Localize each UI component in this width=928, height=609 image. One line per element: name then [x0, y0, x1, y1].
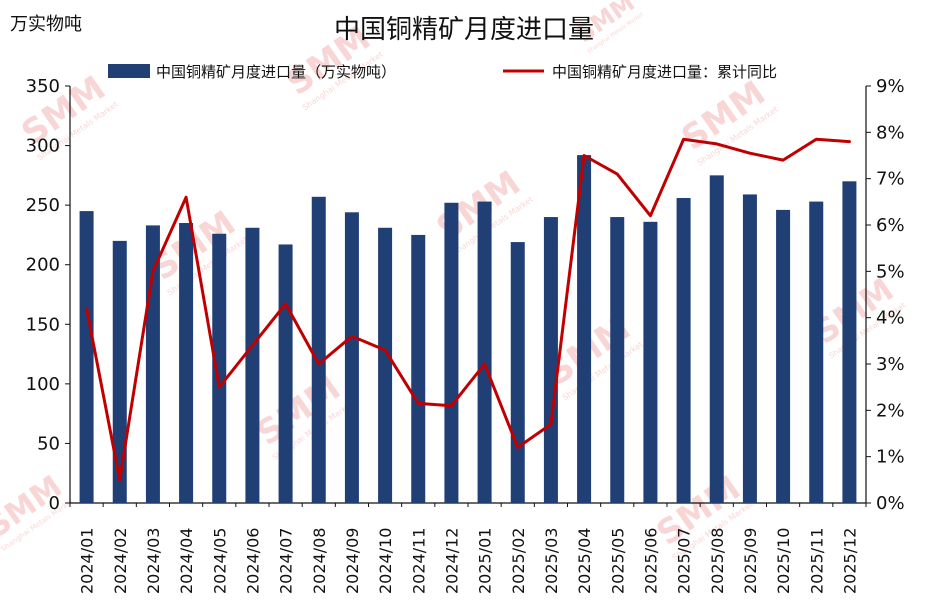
x-tick-label-8: 2024/09	[343, 528, 362, 594]
bar-21	[776, 210, 790, 503]
bar-10	[411, 235, 425, 503]
y-right-tick-label-3: 3%	[876, 354, 905, 375]
bar-18	[677, 198, 691, 503]
bar-14	[544, 217, 558, 503]
x-tick-label-9: 2024/10	[376, 528, 395, 594]
x-tick-label-18: 2025/07	[675, 528, 694, 594]
bar-17	[643, 222, 657, 503]
y-right-tick-label-1: 1%	[876, 447, 905, 468]
x-tick-label-1: 2024/02	[111, 528, 130, 594]
bar-7	[312, 197, 326, 503]
x-tick-label-21: 2025/10	[774, 528, 793, 594]
y-right-tick-label-8: 8%	[876, 122, 905, 143]
bar-9	[378, 228, 392, 503]
bar-12	[478, 202, 492, 503]
x-tick-label-14: 2025/03	[542, 528, 561, 594]
y-right-tick-label-5: 5%	[876, 261, 905, 282]
x-tick-label-0: 2024/01	[78, 528, 97, 594]
y-left-unit-label: 万实物吨	[10, 14, 82, 35]
bar-16	[610, 217, 624, 503]
x-tick-label-13: 2025/02	[509, 528, 528, 594]
bar-11	[444, 203, 458, 503]
bar-2	[146, 225, 160, 503]
legend-line-label: 中国铜精矿月度进口量：累计同比	[552, 63, 777, 81]
y-left-tick-label-4: 200	[26, 255, 60, 276]
y-left-tick-label-0: 0	[49, 493, 60, 514]
x-tick-label-7: 2024/08	[310, 528, 329, 594]
x-tick-label-5: 2024/06	[243, 528, 262, 594]
bar-1	[113, 241, 127, 503]
x-tick-label-17: 2025/06	[641, 528, 660, 594]
bar-23	[842, 181, 856, 503]
x-tick-label-22: 2025/11	[807, 528, 826, 594]
y-right-tick-label-4: 4%	[876, 308, 905, 329]
x-tick-label-20: 2025/09	[741, 528, 760, 594]
x-tick-label-15: 2025/04	[575, 528, 594, 594]
y-left-tick-label-5: 250	[26, 195, 60, 216]
bar-6	[279, 244, 293, 503]
x-tick-label-19: 2025/08	[708, 528, 727, 594]
x-tick-label-23: 2025/12	[840, 528, 859, 594]
x-tick-label-12: 2025/01	[476, 528, 495, 594]
x-tick-label-6: 2024/07	[277, 528, 296, 594]
legend-bar-label: 中国铜精矿月度进口量（万实物吨）	[156, 63, 396, 81]
x-tick-label-3: 2024/04	[177, 528, 196, 594]
x-tick-label-4: 2024/05	[210, 528, 229, 594]
y-right-tick-label-7: 7%	[876, 169, 905, 190]
bar-4	[212, 234, 226, 503]
x-tick-label-11: 2024/12	[442, 528, 461, 594]
bar-5	[245, 228, 259, 503]
bar-3	[179, 223, 193, 503]
bar-8	[345, 212, 359, 503]
bar-19	[710, 175, 724, 503]
y-right-tick-label-2: 2%	[876, 400, 905, 421]
y-left-tick-label-3: 150	[26, 314, 60, 335]
x-tick-label-2: 2024/03	[144, 528, 163, 594]
bar-0	[80, 211, 94, 503]
bar-20	[743, 194, 757, 503]
y-left-tick-label-6: 300	[26, 136, 60, 157]
y-left-tick-label-1: 50	[37, 433, 60, 454]
x-tick-label-10: 2024/11	[409, 528, 428, 594]
y-right-tick-label-0: 0%	[876, 493, 905, 514]
bar-22	[809, 202, 823, 503]
legend: 中国铜精矿月度进口量（万实物吨） 中国铜精矿月度进口量：累计同比	[108, 63, 777, 81]
y-right-tick-label-6: 6%	[876, 215, 905, 236]
y-left-tick-label-2: 100	[26, 374, 60, 395]
y-left-tick-label-7: 350	[26, 76, 60, 97]
y-right-tick-label-9: 9%	[876, 76, 905, 97]
x-tick-label-16: 2025/05	[608, 528, 627, 594]
bar-13	[511, 242, 525, 503]
legend-bar-swatch	[108, 64, 150, 78]
chart-title: 中国铜精矿月度进口量	[334, 15, 594, 45]
